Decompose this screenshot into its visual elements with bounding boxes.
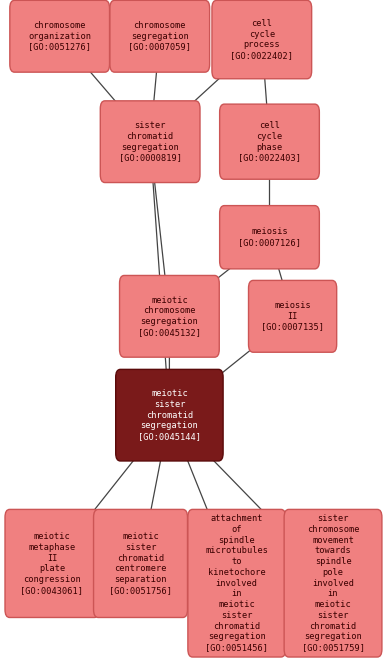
Text: cell
cycle
process
[GO:0022402]: cell cycle process [GO:0022402] xyxy=(230,19,293,60)
Text: meiotic
sister
chromatid
centromere
separation
[GO:0051756]: meiotic sister chromatid centromere sepa… xyxy=(109,532,172,595)
Text: meiotic
metaphase
II
plate
congression
[GO:0043061]: meiotic metaphase II plate congression [… xyxy=(20,532,84,595)
Text: meiotic
sister
chromatid
segregation
[GO:0045144]: meiotic sister chromatid segregation [GO… xyxy=(138,389,201,441)
Text: chromosome
segregation
[GO:0007059]: chromosome segregation [GO:0007059] xyxy=(128,21,191,51)
Text: attachment
of
spindle
microtubules
to
kinetochore
involved
in
meiotic
sister
chr: attachment of spindle microtubules to ki… xyxy=(205,514,268,652)
FancyBboxPatch shape xyxy=(10,1,110,72)
FancyBboxPatch shape xyxy=(5,509,99,617)
FancyBboxPatch shape xyxy=(219,104,320,179)
FancyBboxPatch shape xyxy=(110,1,209,72)
Text: chromosome
organization
[GO:0051276]: chromosome organization [GO:0051276] xyxy=(28,21,91,51)
FancyBboxPatch shape xyxy=(284,509,382,657)
Text: sister
chromatid
segregation
[GO:0000819]: sister chromatid segregation [GO:0000819… xyxy=(119,121,182,162)
Text: meiosis
[GO:0007126]: meiosis [GO:0007126] xyxy=(238,227,301,247)
Text: cell
cycle
phase
[GO:0022403]: cell cycle phase [GO:0022403] xyxy=(238,121,301,162)
FancyBboxPatch shape xyxy=(188,509,286,657)
Text: meiosis
II
[GO:0007135]: meiosis II [GO:0007135] xyxy=(261,301,324,331)
Text: meiotic
chromosome
segregation
[GO:0045132]: meiotic chromosome segregation [GO:00451… xyxy=(138,296,201,337)
FancyBboxPatch shape xyxy=(219,206,320,269)
FancyBboxPatch shape xyxy=(94,509,187,617)
Text: sister
chromosome
movement
towards
spindle
pole
involved
in
meiotic
sister
chrom: sister chromosome movement towards spind… xyxy=(301,514,365,652)
FancyBboxPatch shape xyxy=(249,281,336,352)
FancyBboxPatch shape xyxy=(212,1,312,78)
FancyBboxPatch shape xyxy=(119,275,219,357)
FancyBboxPatch shape xyxy=(100,101,200,183)
FancyBboxPatch shape xyxy=(116,369,223,461)
